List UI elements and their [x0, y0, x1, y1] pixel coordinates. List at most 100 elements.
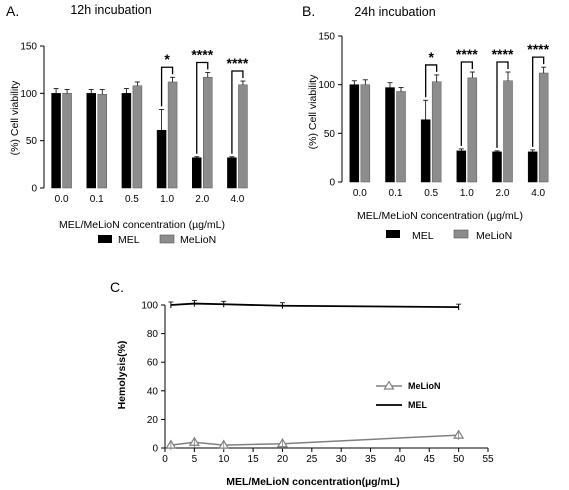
panel-a-x-tick-label: 0.1 [90, 194, 104, 205]
panel-b-y-axis-label: (%) Cell viability [307, 74, 319, 149]
panel-b-bar-mel [456, 150, 467, 183]
panel-b-x-axis-label: MEL/MeLioN concentration (µg/mL) [357, 210, 523, 222]
panel-b-bar-melion [360, 84, 371, 183]
legend-swatch-mel [386, 230, 400, 238]
panel-b-x-tick-label: 0.0 [353, 188, 367, 199]
panel-c-x-tick-label: 0 [162, 454, 168, 465]
panel-a-legend: MEL MeLioN [98, 234, 216, 246]
panel-b-letter: B. [302, 3, 315, 19]
legend-label-mel: MEL [408, 400, 428, 410]
panel-b-significance-label: **** [527, 41, 549, 57]
panel-c-y-axis-label: Hemolysis(%) [116, 341, 128, 410]
panel-c-x-tick-label: 30 [336, 454, 348, 465]
panel-c-x-tick-label: 20 [277, 454, 289, 465]
panel-b-x-tick-label: 1.0 [460, 188, 474, 199]
panel-c-x-tick-label: 55 [482, 454, 494, 465]
panel-a-letter: A. [6, 3, 19, 19]
panel-c-x-tick-label: 40 [394, 454, 406, 465]
panel-c-series-line-mel [170, 302, 459, 309]
panel-c-y-tick-label: 100 [141, 301, 158, 312]
panel-a-significance-label: **** [227, 55, 249, 71]
panel-b-significance-bracket [460, 61, 473, 146]
panel-b-significance-label: **** [492, 46, 514, 62]
panel-a-y-tick-label: 0 [31, 184, 37, 195]
panel-b-significance-label: * [428, 49, 434, 65]
panel-b-bar-melion [431, 81, 442, 183]
panel-c-y-tick-label: 40 [147, 386, 159, 397]
panel-a-x-axis-label: MEL/MeLioN concentration (µg/mL) [59, 219, 225, 231]
panel-a-bar-melion [203, 76, 213, 189]
panel-a-bar-melion [132, 85, 143, 189]
panel-b-x-tick-label: 0.1 [389, 188, 403, 199]
panel-c-x-tick-label: 35 [365, 454, 377, 465]
panel-c-x-tick-label: 50 [453, 454, 465, 465]
legend-swatch-melion [453, 229, 469, 239]
panel-a-bar-mel [86, 93, 96, 189]
panel-b-significance-label: **** [456, 46, 478, 62]
panel-a-bar-mel [121, 93, 132, 189]
panel-c-y-tick-label: 20 [147, 415, 159, 426]
panel-a-bar-melion [167, 81, 178, 189]
panel-b-y-tick-label: 50 [324, 129, 336, 140]
panel-a-bar-melion [238, 84, 248, 189]
panel-c-y-tick-label: 0 [152, 444, 158, 455]
panel-c-x-tick-label: 25 [306, 454, 318, 465]
panel-b-bar-melion [538, 72, 549, 183]
panel-c-y-tick-label: 60 [147, 358, 159, 369]
panel-b-significance-bracket [496, 61, 509, 148]
panel-c-x-tick-label: 5 [192, 454, 198, 465]
panel-a-y-tick-label: 150 [20, 42, 37, 53]
panel-a-bar-mel [192, 157, 202, 189]
panel-a-significance-label: * [164, 51, 170, 67]
panel-a-title: 12h incubation [70, 3, 151, 17]
panel-a-bar-melion [62, 93, 72, 189]
legend-label-melion: MeLioN [180, 234, 216, 246]
panel-a-significance-label: **** [191, 47, 213, 63]
panel-c: C. Hemolysis(%) MEL/MeLioN concentration… [110, 279, 494, 488]
panel-b-y-tick-label: 100 [318, 80, 335, 91]
panel-b-bar-mel [349, 84, 360, 183]
panel-a-x-tick-label: 4.0 [230, 194, 244, 205]
panel-b-bar-mel [385, 87, 395, 183]
panel-b-significance-bracket [532, 56, 545, 147]
panel-a-x-tick-label: 0.0 [55, 194, 69, 205]
panel-a-significance-bracket [160, 66, 174, 107]
panel-b-y-tick-label: 0 [329, 178, 335, 189]
panel-a: A. 12h incubation (%) Cell viability MEL… [6, 3, 249, 246]
panel-c-legend: MeLioN MEL [376, 380, 441, 410]
panel-b-y-tick-label: 150 [318, 32, 335, 43]
panel-b-bar-melion [396, 91, 406, 183]
panel-b-bar-melion [467, 77, 478, 183]
legend-swatch-mel [98, 235, 112, 243]
legend-label-melion: MeLioN [476, 230, 512, 242]
panel-a-x-tick-label: 2.0 [195, 194, 209, 205]
legend-label-melion: MeLioN [408, 381, 441, 391]
panel-a-significance-bracket [196, 61, 209, 154]
legend-swatch-melion [159, 234, 175, 244]
panel-a-significance-bracket [231, 70, 244, 154]
panel-c-x-tick-label: 10 [218, 454, 230, 465]
panel-b-bar-mel [420, 119, 431, 183]
panel-b: B. 24h incubation (%) Cell viability MEL… [302, 3, 550, 242]
panel-b-x-tick-label: 4.0 [531, 188, 545, 199]
legend-label-mel: MEL [118, 234, 140, 246]
panel-a-bar-mel [51, 93, 61, 189]
panel-a-bar-mel [156, 130, 167, 189]
panel-b-x-tick-label: 0.5 [424, 188, 438, 199]
panel-b-legend: MEL MeLioN [386, 229, 512, 242]
panel-b-bar-mel [492, 151, 502, 183]
panel-a-y-tick-label: 100 [20, 89, 37, 100]
panel-c-x-axis-label: MEL/MeLioN concentration(µg/mL) [226, 476, 399, 488]
panel-a-y-axis-label: (%) Cell viability [9, 80, 21, 155]
panel-c-letter: C. [110, 279, 124, 295]
legend-label-mel: MEL [412, 230, 434, 242]
panel-b-bar-melion [503, 80, 513, 183]
panel-c-x-tick-label: 45 [424, 454, 436, 465]
panel-b-title: 24h incubation [354, 5, 435, 19]
panel-b-x-tick-label: 2.0 [496, 188, 510, 199]
panel-c-x-tick-label: 15 [248, 454, 260, 465]
panel-a-x-tick-label: 0.5 [125, 194, 139, 205]
panel-a-y-tick-label: 50 [26, 136, 38, 147]
panel-a-bar-melion [97, 94, 107, 189]
